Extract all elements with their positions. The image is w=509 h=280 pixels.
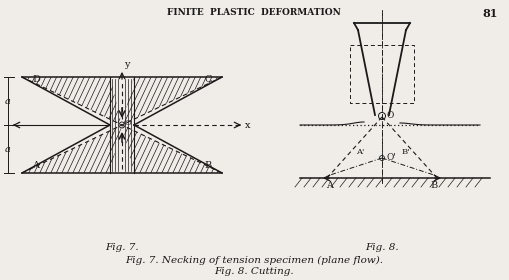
Text: A': A' <box>356 148 364 156</box>
Text: x: x <box>245 122 250 130</box>
Text: Fig. 7. Necking of tension specimen (plane flow).: Fig. 7. Necking of tension specimen (pla… <box>125 255 383 265</box>
Text: 81: 81 <box>483 8 498 19</box>
Text: A: A <box>326 181 333 190</box>
Text: a: a <box>5 144 11 153</box>
Text: A: A <box>33 161 40 170</box>
Text: Fig. 8.: Fig. 8. <box>365 242 399 251</box>
Text: a: a <box>5 97 11 106</box>
Text: B: B <box>431 181 438 190</box>
Text: B': B' <box>402 148 410 156</box>
Text: C: C <box>204 75 212 84</box>
Text: Fig. 8. Cutting.: Fig. 8. Cutting. <box>214 267 294 276</box>
Text: Fig. 7.: Fig. 7. <box>105 242 139 251</box>
Text: O: O <box>125 119 132 127</box>
Text: y: y <box>124 60 129 69</box>
Text: O: O <box>387 111 394 120</box>
Text: FINITE  PLASTIC  DEFORMATION: FINITE PLASTIC DEFORMATION <box>167 8 341 17</box>
Text: B: B <box>205 161 212 170</box>
Text: D: D <box>32 75 40 84</box>
Text: O': O' <box>387 153 397 162</box>
